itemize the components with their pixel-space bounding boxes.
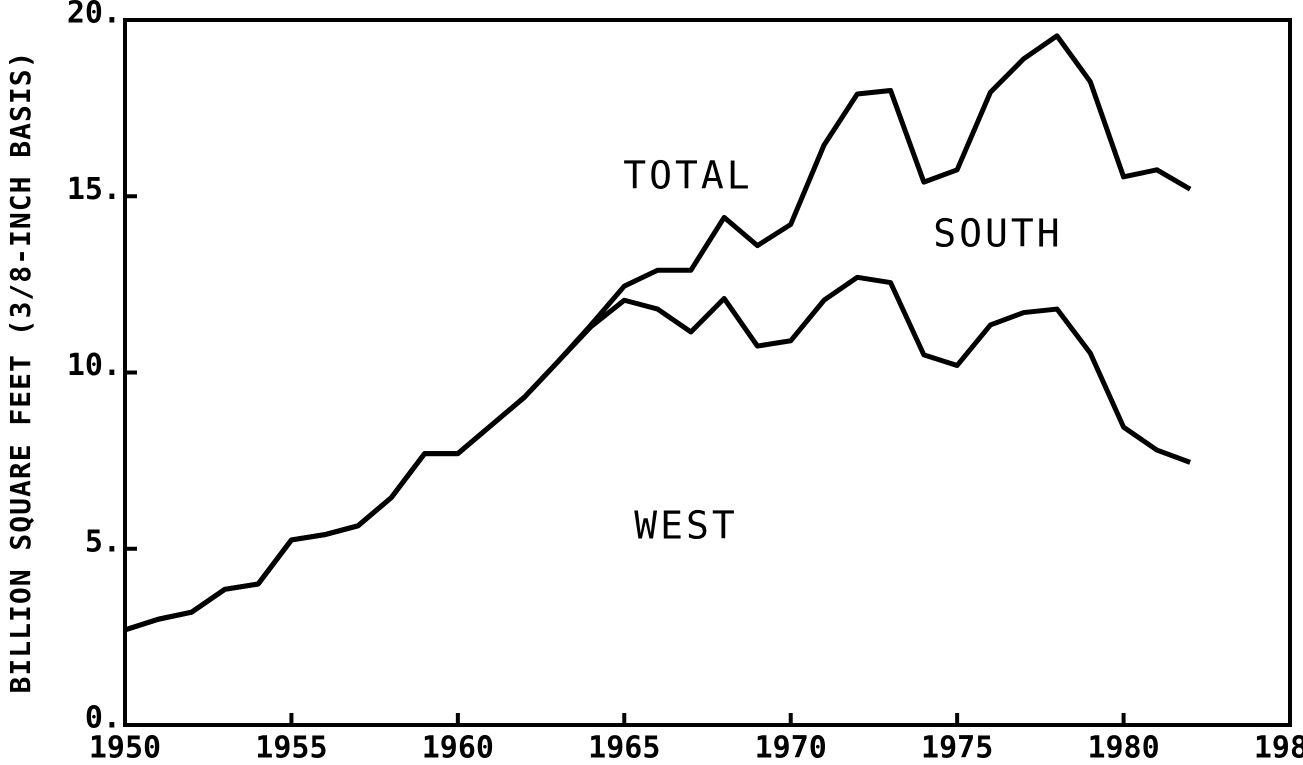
annotation: SOUTH	[933, 212, 1062, 256]
x-tick-label: 1975	[921, 731, 993, 765]
x-tick-label: 1950	[89, 731, 161, 765]
x-tick-label: 1960	[422, 731, 494, 765]
y-tick-label: 0.	[85, 701, 121, 736]
y-tick-label: 5.	[85, 524, 121, 559]
annotation: WEST	[634, 504, 738, 548]
series-line	[124, 274, 1192, 633]
y-axis-label: BILLION SQUARE FEET (3/8-INCH BASIS)	[4, 51, 37, 694]
x-tick-label: 1955	[255, 731, 327, 765]
x-tick-label: 1985	[1254, 731, 1303, 765]
y-tick-label: 10.	[67, 348, 121, 383]
x-tick-label: 1980	[1087, 731, 1159, 765]
annotation: TOTAL	[623, 154, 752, 198]
plot-frame	[123, 18, 1292, 727]
y-tick-label: 15.	[67, 172, 121, 207]
x-tick-label: 1970	[755, 731, 827, 765]
y-tick-label: 20.	[67, 0, 121, 31]
x-tick-label: 1965	[588, 731, 660, 765]
